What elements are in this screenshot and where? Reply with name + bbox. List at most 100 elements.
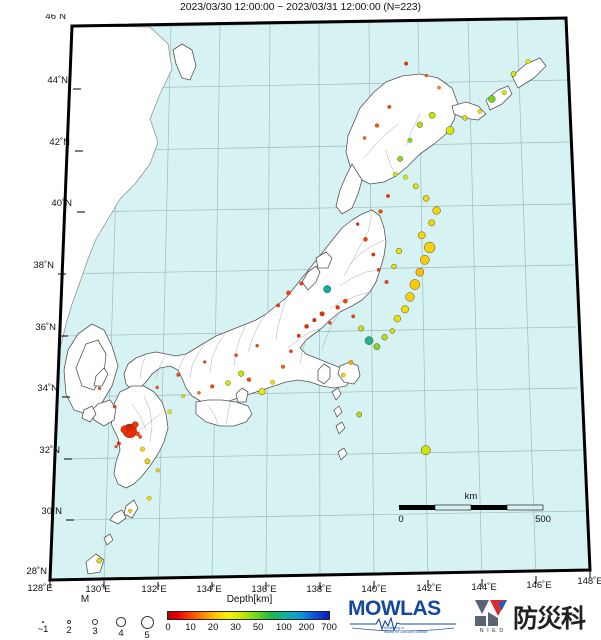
epicenter-marker[interactable] [289,349,293,354]
epicenter-marker[interactable] [167,409,172,414]
epicenter-marker[interactable] [112,404,117,409]
epicenter-marker[interactable] [323,285,332,294]
epicenter-marker[interactable] [407,137,413,143]
epicenter-marker[interactable] [125,425,132,431]
epicenter-marker[interactable] [351,314,356,319]
epicenter-marker[interactable] [356,411,363,418]
epicenter-marker[interactable] [328,321,332,325]
epicenter-marker[interactable] [378,209,383,214]
epicenter-marker[interactable] [371,252,376,257]
epicenter-marker[interactable] [203,360,207,364]
epicenter-marker[interactable] [424,73,428,78]
epicenter-marker[interactable] [234,353,238,358]
epicenter-marker[interactable] [437,85,441,90]
epicenter-marker[interactable] [176,372,181,377]
epicenter-marker[interactable] [116,441,121,446]
epicenter-marker[interactable] [362,136,367,140]
epicenter-marker[interactable] [299,281,304,286]
epicenter-marker[interactable] [144,458,151,465]
map-panel[interactable]: km 0 500 [0,14,601,592]
epicenter-marker[interactable] [319,311,325,317]
epicenter-marker[interactable] [386,194,390,198]
epicenter-marker[interactable] [389,328,396,334]
epicenter-marker[interactable] [364,336,374,345]
epicenter-marker[interactable] [462,115,468,121]
epicenter-marker[interactable] [420,445,431,456]
epicenter-marker[interactable] [428,112,436,119]
mowlas-subtitle: Monitoring of Waves on Land and Seafloor [384,626,460,634]
epicenter-marker[interactable] [412,183,419,190]
epicenter-marker[interactable] [415,267,425,277]
epicenter-marker[interactable] [210,384,215,389]
epicenter-marker[interactable] [348,360,354,365]
epicenter-marker[interactable] [114,444,118,449]
epicenter-marker[interactable] [445,126,455,135]
epicenter-marker[interactable] [376,268,381,272]
epicenter-marker[interactable] [276,303,280,308]
epicenter-marker[interactable] [131,421,139,429]
land-niijima [333,405,343,418]
epicenter-marker[interactable] [501,90,507,96]
epicenter-marker[interactable] [225,380,231,386]
epicenter-marker[interactable] [374,123,380,128]
epicenter-marker[interactable] [373,343,381,350]
epicenter-marker[interactable] [340,372,346,378]
epicenter-marker[interactable] [422,195,430,202]
epicenter-marker[interactable] [355,222,360,226]
epicenter-marker[interactable] [401,305,409,314]
map-canvas[interactable]: km 0 500 [0,14,601,592]
latitude-axis: 46˚N 44˚N 42˚N 40˚N 38˚N 36˚N 34˚N 32˚N … [26,14,85,581]
epicenter-marker[interactable] [155,468,160,473]
epicenter-marker[interactable] [381,334,388,341]
epicenter-marker[interactable] [363,237,368,242]
epicenter-marker[interactable] [343,298,348,304]
epicenter-marker[interactable] [97,386,102,391]
epicenter-marker[interactable] [397,156,403,162]
epicenter-marker[interactable] [409,279,421,290]
epicenter-layer[interactable] [96,59,531,564]
epicenter-marker[interactable] [358,325,365,332]
epicenter-marker[interactable] [417,231,426,240]
epicenter-marker[interactable] [270,379,275,385]
epicenter-marker[interactable] [403,174,408,180]
depth-legend: Depth[km] 0 10 20 30 50 100 200 700 [162,594,337,640]
epicenter-marker[interactable] [128,508,133,513]
epicenter-marker[interactable] [335,305,340,310]
epicenter-marker[interactable] [393,315,401,323]
epicenter-marker[interactable] [312,318,317,323]
epicenter-marker[interactable] [296,333,301,338]
magnitude-legend-item: 4 [110,608,132,639]
epicenter-marker[interactable] [416,121,423,128]
epicenter-marker[interactable] [135,431,140,437]
epicenter-marker[interactable] [197,391,201,395]
epicenter-marker[interactable] [255,343,259,348]
epicenter-marker[interactable] [420,255,430,265]
epicenter-marker[interactable] [146,495,152,501]
epicenter-marker[interactable] [391,263,397,270]
epicenter-marker[interactable] [404,61,409,66]
epicenter-marker[interactable] [395,247,403,255]
epicenter-marker[interactable] [525,59,531,64]
epicenter-marker[interactable] [96,557,102,564]
lat-label-30: 30˚N [41,506,62,517]
epicenter-marker[interactable] [392,171,398,177]
epicenter-marker[interactable] [432,206,441,215]
epicenter-marker[interactable] [304,324,309,329]
epicenter-marker[interactable] [488,95,496,103]
epicenter-marker[interactable] [155,385,159,390]
epicenter-marker[interactable] [281,364,286,369]
epicenter-marker[interactable] [477,109,482,114]
epicenter-marker[interactable] [384,279,389,284]
epicenter-marker[interactable] [140,446,145,452]
epicenter-marker[interactable] [510,71,517,77]
epicenter-marker[interactable] [424,241,436,254]
epicenter-marker[interactable] [387,104,392,109]
epicenter-marker[interactable] [405,292,415,302]
epicenter-marker[interactable] [428,219,436,227]
epicenter-marker[interactable] [181,394,186,399]
epicenter-marker[interactable] [286,290,291,296]
epicenter-marker[interactable] [246,377,252,382]
epicenter-marker[interactable] [238,370,245,377]
epicenter-marker[interactable] [138,435,142,439]
epicenter-marker[interactable] [258,388,266,396]
